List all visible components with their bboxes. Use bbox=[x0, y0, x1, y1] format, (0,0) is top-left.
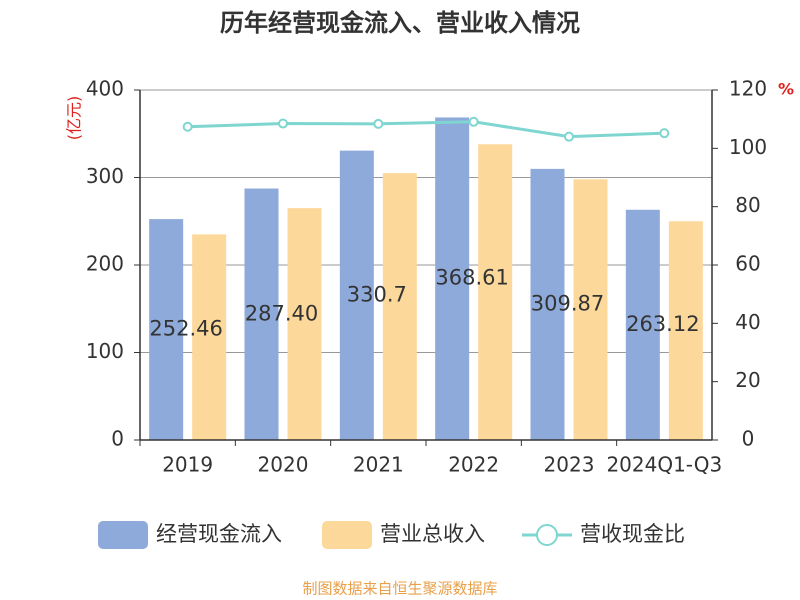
value-label: 263.12 bbox=[626, 312, 699, 336]
y-axis-label: (亿元) bbox=[65, 96, 84, 141]
source-note: 制图数据来自恒生聚源数据库 bbox=[302, 580, 497, 598]
bar bbox=[478, 144, 513, 440]
value-label: 252.46 bbox=[149, 317, 222, 341]
bar bbox=[435, 117, 470, 440]
y2-tick-label: 80 bbox=[735, 193, 760, 217]
value-label: 368.61 bbox=[435, 266, 508, 290]
y2-tick-label: 20 bbox=[735, 368, 760, 392]
value-label: 309.87 bbox=[531, 291, 604, 315]
bar bbox=[382, 173, 417, 440]
line-series bbox=[187, 120, 665, 139]
line-point bbox=[278, 118, 288, 129]
y2-axis-label: % bbox=[778, 80, 794, 99]
legend-label: 营收现金比 bbox=[580, 522, 685, 546]
x-tick-label: 2024Q1-Q3 bbox=[606, 453, 722, 477]
bar bbox=[573, 179, 608, 440]
bar bbox=[287, 208, 322, 440]
line-point bbox=[373, 118, 384, 129]
legend-swatch bbox=[322, 521, 372, 549]
y-tick-label: 200 bbox=[86, 252, 124, 276]
y-tick-label: 100 bbox=[86, 339, 124, 363]
line-point bbox=[468, 116, 479, 127]
legend-label: 营业总收入 bbox=[380, 522, 485, 546]
legend-label: 经营现金流入 bbox=[156, 522, 282, 546]
x-tick-label: 2023 bbox=[544, 453, 595, 477]
y-tick-label: 0 bbox=[111, 427, 124, 451]
line-point bbox=[659, 128, 670, 139]
y2-tick-label: 60 bbox=[735, 252, 760, 276]
value-label: 330.7 bbox=[347, 282, 407, 306]
x-tick-label: 2021 bbox=[353, 453, 404, 477]
y-tick-label: 300 bbox=[86, 164, 124, 188]
bar bbox=[668, 221, 703, 440]
x-tick-label: 2022 bbox=[448, 453, 499, 477]
value-label: 287.40 bbox=[245, 301, 318, 325]
line-point bbox=[564, 131, 574, 142]
x-tick-label: 2020 bbox=[258, 453, 309, 477]
line-point bbox=[182, 121, 193, 132]
y2-tick-label: 100 bbox=[729, 135, 767, 159]
legend-swatch bbox=[98, 521, 148, 549]
y-tick-label: 400 bbox=[86, 77, 124, 101]
bar bbox=[625, 209, 660, 440]
bar bbox=[244, 188, 279, 440]
x-tick-label: 2019 bbox=[162, 453, 213, 477]
y2-tick-label: 0 bbox=[742, 427, 755, 451]
y2-tick-label: 120 bbox=[729, 77, 767, 101]
legend-marker bbox=[536, 524, 558, 546]
bar bbox=[192, 234, 227, 440]
bar bbox=[530, 168, 565, 440]
bar bbox=[339, 150, 374, 440]
bar bbox=[149, 219, 184, 440]
y2-tick-label: 40 bbox=[735, 310, 760, 334]
chart-title: 历年经营现金流入、营业收入情况 bbox=[220, 9, 580, 37]
